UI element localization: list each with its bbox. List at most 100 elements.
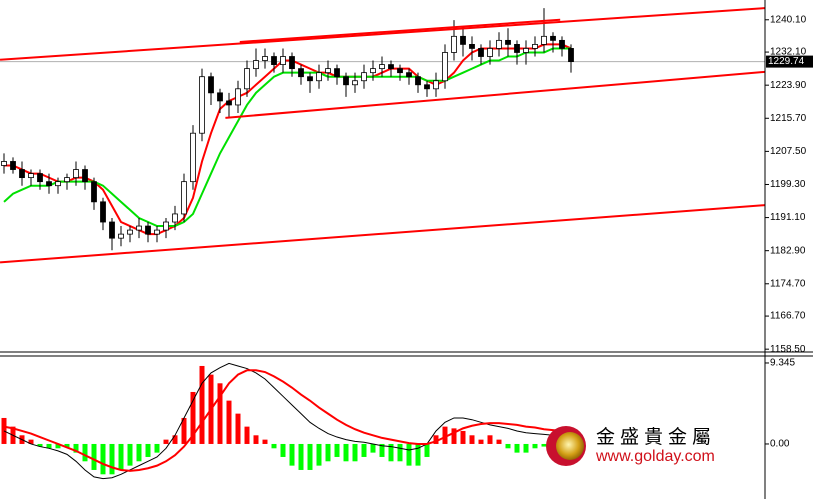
histogram-bar (100, 443, 106, 475)
histogram-bar (262, 439, 268, 444)
candle-body (73, 169, 79, 179)
candle-body (460, 35, 466, 45)
histogram-bar (46, 443, 52, 449)
candle-body (109, 221, 115, 239)
candle-body (37, 173, 43, 183)
histogram-bar (145, 443, 151, 457)
histogram-bar (181, 417, 187, 444)
candle-body (172, 213, 178, 223)
histogram-bar (118, 443, 124, 470)
histogram-bar (496, 439, 502, 444)
candle-body (496, 39, 502, 49)
histogram-bar (379, 443, 385, 457)
candle-body (415, 76, 421, 86)
histogram-bar (55, 443, 61, 449)
candle-body (505, 39, 511, 45)
histogram-bar (469, 435, 475, 444)
histogram-bar (406, 443, 412, 466)
candle-body (10, 161, 16, 170)
histogram-bar (154, 443, 160, 453)
histogram-bar (109, 443, 115, 475)
indicator-line (3, 47, 571, 228)
histogram-bar (352, 443, 358, 462)
candle-body (154, 229, 160, 235)
histogram-bar (163, 439, 169, 444)
candle-body (469, 44, 475, 49)
candle-body (19, 169, 25, 179)
candle-body (298, 68, 304, 78)
histogram-bar (91, 443, 97, 470)
candle-body (271, 56, 277, 65)
y-tick-label: 1223.90 (770, 80, 807, 91)
candle-body (82, 169, 88, 183)
histogram-bar (505, 443, 511, 449)
candle-body (388, 64, 394, 70)
histogram-bar (541, 443, 547, 447)
histogram-bar (289, 443, 295, 466)
y-tick-label: 1174.70 (770, 278, 806, 289)
histogram-bar (28, 439, 34, 444)
histogram-bar (361, 443, 367, 457)
histogram-bar (280, 443, 286, 457)
candle-body (406, 72, 412, 78)
candle-body (568, 48, 574, 63)
candle-body (145, 225, 151, 235)
histogram-bar (424, 443, 430, 457)
candle-body (379, 64, 385, 70)
candle-body (523, 48, 529, 53)
histogram-bar (73, 443, 79, 453)
price-tag (766, 55, 813, 68)
candle-body (361, 72, 367, 82)
histogram-bar (226, 400, 232, 444)
histogram-bar (460, 430, 466, 444)
candle-body (352, 80, 358, 86)
brand-name: 金盛貴金屬 (596, 426, 716, 448)
candle-body (316, 72, 322, 82)
histogram-bar (199, 365, 205, 444)
histogram-bar (190, 391, 196, 444)
candle-body (370, 68, 376, 74)
candle-body (217, 92, 223, 102)
histogram-bar (298, 443, 304, 470)
price-tag-label: 1229.74 (768, 56, 805, 67)
candle-body (514, 44, 520, 53)
histogram-bar (217, 383, 223, 444)
candle-body (541, 35, 547, 45)
histogram-bar (451, 428, 457, 444)
y-tick-label: 1215.70 (770, 113, 807, 124)
candle-body (289, 56, 295, 70)
candle-body (208, 76, 214, 94)
y-tick-label: 1191.10 (770, 212, 806, 223)
trendline (0, 7, 765, 61)
candle-body (424, 84, 430, 90)
histogram-bar (235, 413, 241, 444)
y-tick-label: 1182.90 (770, 245, 806, 256)
candle-body (307, 76, 313, 82)
brand-url: www.golday.com (595, 448, 715, 465)
histogram-bar (523, 443, 529, 453)
candle-body (163, 221, 169, 231)
histogram-bar (478, 439, 484, 444)
candle-body (100, 201, 106, 223)
y-tick-label: 9.345 (770, 358, 795, 369)
y-tick-label: 1240.10 (770, 14, 807, 25)
histogram-bar (397, 443, 403, 462)
candle-body (325, 68, 331, 74)
candle-body (334, 68, 340, 78)
macd-panel (1, 362, 574, 480)
histogram-bar (334, 443, 340, 457)
indicator-line (3, 369, 572, 472)
histogram-bar (487, 435, 493, 444)
histogram-bar (127, 443, 133, 466)
trendline (0, 204, 765, 264)
candle-body (343, 76, 349, 86)
histogram-bar (442, 426, 448, 444)
candle-body (118, 233, 124, 239)
trendline (239, 18, 561, 43)
candle-body (190, 132, 196, 183)
histogram-bar (433, 435, 439, 444)
histogram-bar (253, 435, 259, 444)
y-tick-label: 1199.30 (770, 179, 806, 190)
